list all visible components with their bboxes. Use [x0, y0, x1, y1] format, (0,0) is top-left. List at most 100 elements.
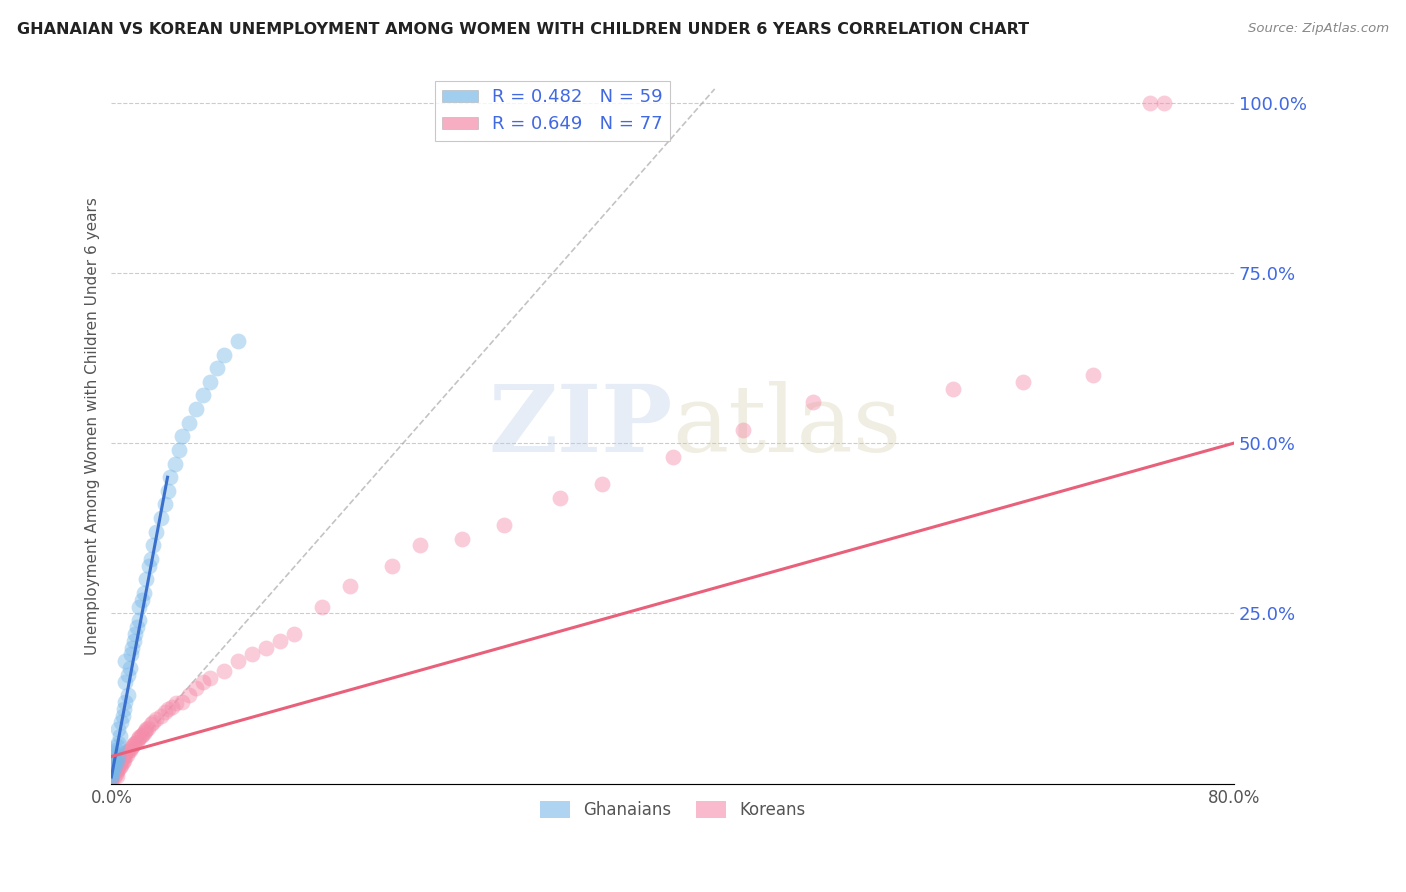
Point — [105, 768, 128, 782]
Point — [142, 538, 165, 552]
Point — [105, 739, 128, 754]
Point — [107, 757, 129, 772]
Point — [111, 755, 134, 769]
Point — [107, 762, 129, 776]
Point — [100, 763, 122, 777]
Point — [131, 728, 153, 742]
Point — [104, 742, 127, 756]
Point — [105, 764, 128, 779]
Point — [139, 716, 162, 731]
Point — [100, 773, 122, 788]
Point — [339, 579, 361, 593]
Point — [159, 470, 181, 484]
Point — [117, 744, 139, 758]
Point — [111, 751, 134, 765]
Point — [240, 648, 263, 662]
Point — [125, 620, 148, 634]
Legend: Ghanaians, Koreans: Ghanaians, Koreans — [533, 794, 813, 825]
Point — [114, 654, 136, 668]
Point — [100, 770, 122, 784]
Point — [108, 756, 131, 771]
Point — [117, 688, 139, 702]
Point — [100, 762, 122, 776]
Point — [107, 749, 129, 764]
Point — [451, 532, 474, 546]
Point — [381, 558, 404, 573]
Point — [128, 613, 150, 627]
Y-axis label: Unemployment Among Women with Children Under 6 years: Unemployment Among Women with Children U… — [86, 197, 100, 655]
Point — [121, 640, 143, 655]
Point — [153, 705, 176, 719]
Point — [131, 592, 153, 607]
Point — [100, 764, 122, 779]
Point — [117, 667, 139, 681]
Point — [105, 753, 128, 767]
Point — [205, 361, 228, 376]
Point — [135, 573, 157, 587]
Point — [100, 764, 122, 779]
Point — [100, 768, 122, 782]
Point — [124, 736, 146, 750]
Point — [494, 517, 516, 532]
Point — [1139, 95, 1161, 110]
Point — [226, 334, 249, 348]
Point — [191, 388, 214, 402]
Point — [118, 661, 141, 675]
Point — [104, 766, 127, 780]
Point — [801, 395, 824, 409]
Point — [145, 712, 167, 726]
Point — [108, 729, 131, 743]
Point — [121, 739, 143, 754]
Point — [177, 416, 200, 430]
Point — [163, 457, 186, 471]
Point — [114, 695, 136, 709]
Point — [100, 766, 122, 780]
Point — [942, 382, 965, 396]
Point — [100, 770, 122, 784]
Point — [124, 627, 146, 641]
Text: atlas: atlas — [672, 381, 901, 471]
Point — [550, 491, 572, 505]
Point — [134, 723, 156, 738]
Point — [170, 695, 193, 709]
Point — [142, 715, 165, 730]
Point — [100, 773, 122, 788]
Point — [212, 348, 235, 362]
Point — [100, 763, 122, 777]
Point — [127, 732, 149, 747]
Point — [104, 756, 127, 771]
Point — [125, 734, 148, 748]
Point — [139, 552, 162, 566]
Point — [177, 688, 200, 702]
Point — [101, 749, 124, 764]
Point — [149, 708, 172, 723]
Point — [1153, 95, 1175, 110]
Point — [153, 498, 176, 512]
Point — [226, 654, 249, 668]
Point — [311, 599, 333, 614]
Point — [198, 671, 221, 685]
Point — [212, 665, 235, 679]
Point — [184, 681, 207, 696]
Point — [110, 757, 132, 772]
Point — [101, 763, 124, 777]
Point — [100, 762, 122, 776]
Point — [149, 511, 172, 525]
Point — [128, 731, 150, 745]
Point — [254, 640, 277, 655]
Point — [100, 770, 122, 784]
Point — [138, 558, 160, 573]
Point — [107, 723, 129, 737]
Point — [191, 674, 214, 689]
Point — [100, 772, 122, 786]
Text: ZIP: ZIP — [488, 381, 672, 471]
Point — [118, 742, 141, 756]
Point — [122, 633, 145, 648]
Point — [108, 760, 131, 774]
Point — [101, 756, 124, 771]
Point — [114, 746, 136, 760]
Point — [103, 753, 125, 767]
Point — [132, 725, 155, 739]
Point — [110, 715, 132, 730]
Point — [100, 760, 122, 774]
